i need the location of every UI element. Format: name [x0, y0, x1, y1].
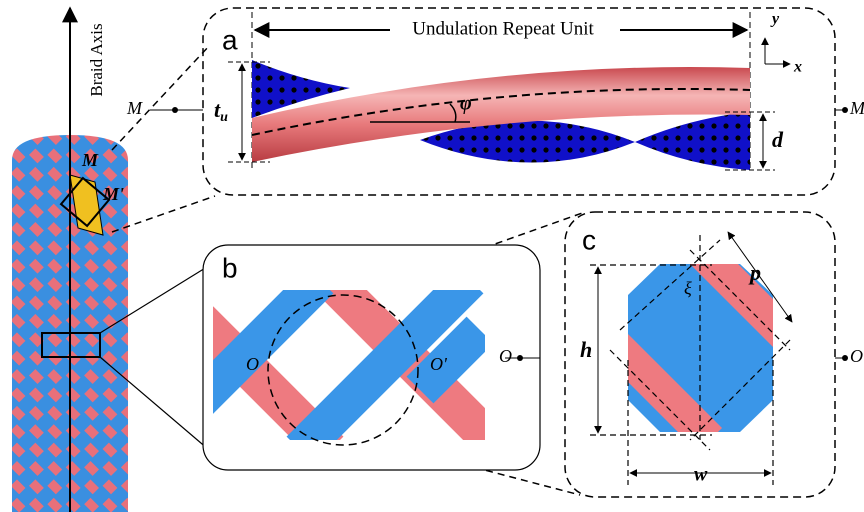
- axis-label: Braid Axis: [87, 23, 106, 96]
- panel-label: c: [582, 224, 596, 255]
- marker: M': [102, 184, 124, 204]
- marker: M: [126, 98, 143, 118]
- angle: ξ: [684, 278, 692, 298]
- thickness: tu: [214, 97, 228, 125]
- center-label: O: [246, 354, 259, 374]
- panel-label: a: [222, 24, 238, 55]
- braided-tube: [12, 8, 128, 512]
- axis-x: x: [793, 59, 802, 76]
- marker: O: [850, 346, 863, 366]
- figure: Braid Axis M M' a Undulati: [0, 0, 864, 512]
- marker: M: [81, 150, 99, 170]
- panel-title: Undulation Repeat Unit: [412, 18, 594, 39]
- depth: d: [772, 127, 784, 152]
- height: h: [580, 337, 592, 362]
- axis-y: y: [770, 11, 780, 28]
- pitch: p: [748, 260, 761, 285]
- panel-c: [565, 212, 848, 497]
- width: w: [694, 464, 708, 486]
- thickness-sub: u: [220, 110, 228, 125]
- panel-label: b: [222, 252, 238, 283]
- marker: M: [849, 98, 864, 118]
- marker: O: [499, 346, 512, 366]
- angle: φ: [460, 93, 472, 115]
- center-label: O': [430, 354, 448, 374]
